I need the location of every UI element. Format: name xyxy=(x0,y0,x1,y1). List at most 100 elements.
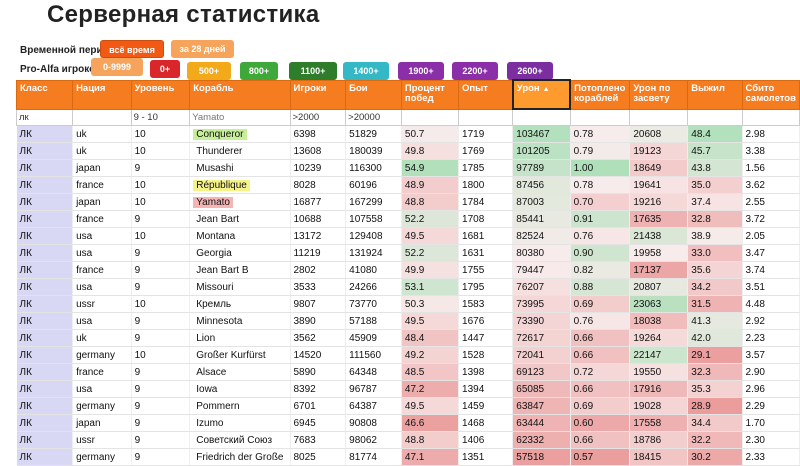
filter-input[interactable] xyxy=(569,108,631,126)
table-cell: 2.05 xyxy=(742,227,800,245)
table-cell: 8392 xyxy=(290,380,347,398)
table-row[interactable]: ЛК germany 9 Friedrich der Große 8025 81774 47… xyxy=(16,448,800,466)
column-header[interactable]: Выжил xyxy=(687,79,743,110)
table-cell: 35.6 xyxy=(687,261,743,279)
table-row[interactable]: ЛК ussr 9 Советский Союз 7683 98062 48.8 1406 62… xyxy=(16,431,800,449)
alfa-filter-button[interactable]: 800+ xyxy=(240,62,278,80)
table-cell: 38.9 xyxy=(687,227,743,245)
column-header[interactable]: Уровень xyxy=(130,79,191,110)
stats-table: Класс Нация Уровень Корабль Игроки Бои Процент… xyxy=(15,79,800,466)
table-row[interactable]: ЛК france 9 Jean Bart 10688 107558 52.2 1708 854… xyxy=(16,210,800,228)
filter-input[interactable]: Yamato xyxy=(189,108,291,126)
table-row[interactable]: ЛК usa 9 Iowa 8392 96787 47.2 1394 65085 0.66 1791… xyxy=(16,380,800,398)
table-row[interactable]: ЛК usa 9 Minnesota 3890 57188 49.5 1676 73390 0.7… xyxy=(16,312,800,330)
period-all-time-button[interactable]: всё время xyxy=(100,40,164,58)
filter-input[interactable]: >20000 xyxy=(345,108,402,126)
table-cell: 9 xyxy=(131,278,191,296)
alfa-filter-button[interactable]: 1900+ xyxy=(398,62,444,80)
table-cell: 0.76 xyxy=(570,312,631,330)
table-cell: Minnesota xyxy=(189,312,291,330)
filter-input[interactable] xyxy=(512,108,571,126)
column-header[interactable]: Потоплено кораблей xyxy=(569,79,631,110)
table-cell: 90808 xyxy=(345,414,402,432)
table-cell: ЛК xyxy=(16,244,74,262)
table-row[interactable]: ЛК germany 10 Großer Kurfürst 14520 111560 49.… xyxy=(16,346,800,364)
table-row[interactable]: ЛК japan 9 Musashi 10239 116300 54.9 1785 97789 1… xyxy=(16,159,800,177)
table-cell: Conqueror xyxy=(189,125,291,143)
table-cell: 5890 xyxy=(290,363,347,381)
table-cell: 19123 xyxy=(629,142,689,160)
table-cell: 41080 xyxy=(345,261,402,279)
period-28-days-button[interactable]: за 28 дней xyxy=(171,40,234,58)
table-row[interactable]: ЛК usa 10 Montana 13172 129408 49.5 1681 82524 0.… xyxy=(16,227,800,245)
table-cell: Musashi xyxy=(189,159,291,177)
table-cell: 2.90 xyxy=(742,363,800,381)
table-cell: 37.4 xyxy=(687,193,743,211)
table-cell: 1351 xyxy=(458,448,514,466)
column-header[interactable]: Урон по засвету xyxy=(629,79,689,110)
filter-input[interactable]: лк xyxy=(15,108,74,126)
alfa-filter-button[interactable]: 2600+ xyxy=(507,62,553,80)
table-cell: ЛК xyxy=(16,227,74,245)
table-cell: 69123 xyxy=(512,363,571,381)
column-header[interactable]: Бои xyxy=(345,79,402,110)
table-cell: 0.66 xyxy=(570,380,631,398)
page-title: Серверная статистика xyxy=(47,1,320,28)
table-row[interactable]: ЛК france 9 Jean Bart B 2802 41080 49.9 1755 794… xyxy=(16,261,800,279)
column-header[interactable]: Сбито самолетов xyxy=(741,79,800,110)
table-row[interactable]: ЛК uk 10 Conqueror 6398 51829 50.7 1719 103467 0.… xyxy=(16,125,800,143)
table-cell: ЛК xyxy=(16,431,74,449)
table-cell: ЛК xyxy=(16,125,74,143)
table-row[interactable]: ЛК uk 9 Lion 3562 45909 48.4 1447 72617 0.66 19264… xyxy=(16,329,800,347)
table-cell: 1795 xyxy=(458,278,514,296)
table-row[interactable]: ЛК uk 10 Thunderer 13608 180039 49.8 1769 101205… xyxy=(16,142,800,160)
column-header[interactable]: Корабль xyxy=(189,79,291,110)
alfa-filter-button[interactable]: 2200+ xyxy=(452,62,498,80)
table-cell: 1406 xyxy=(458,431,514,449)
filter-input[interactable] xyxy=(400,108,460,126)
alfa-filter-button[interactable]: 500+ xyxy=(187,62,231,80)
column-header[interactable]: Урон ▲ xyxy=(511,79,572,110)
table-row[interactable]: ЛК ussr 10 Кремль 9807 73770 50.3 1583 73995 0.69… xyxy=(16,295,800,313)
table-row[interactable]: ЛК france 10 République 8028 60196 48.9 1800 874… xyxy=(16,176,800,194)
filter-input[interactable]: 9 - 10 xyxy=(130,108,191,126)
alfa-filter-button[interactable]: 0+ xyxy=(150,60,180,78)
filter-input[interactable] xyxy=(741,108,800,126)
alfa-filter-button[interactable]: 0-9999 xyxy=(91,58,143,76)
table-cell: ЛК xyxy=(16,210,74,228)
table-cell: 14520 xyxy=(290,346,347,364)
alfa-filter-button[interactable]: 1100+ xyxy=(289,62,337,80)
filter-input[interactable] xyxy=(72,108,132,126)
filter-input[interactable] xyxy=(458,108,514,126)
table-cell: 3.74 xyxy=(742,261,800,279)
period-label: Временной период: xyxy=(20,45,119,56)
column-header[interactable]: Процент побед xyxy=(400,79,460,110)
table-cell: 65085 xyxy=(512,380,571,398)
table-row[interactable]: ЛК japan 10 Yamato 16877 167299 48.8 1784 87003 0… xyxy=(16,193,800,211)
table-row[interactable]: ЛК japan 9 Izumo 6945 90808 46.6 1468 63444 0.60 1… xyxy=(16,414,800,432)
table-cell: 73770 xyxy=(345,295,402,313)
table-row[interactable]: ЛК germany 9 Pommern 6701 64387 49.5 1459 63847 0… xyxy=(16,397,800,415)
table-cell: 2.33 xyxy=(742,448,800,466)
table-cell: 1719 xyxy=(458,125,514,143)
table-cell: ЛК xyxy=(16,397,74,415)
table-cell: 3890 xyxy=(290,312,347,330)
table-row[interactable]: ЛК usa 9 Missouri 3533 24266 53.1 1795 76207 0.88… xyxy=(16,278,800,296)
alfa-filter-button[interactable]: 1400+ xyxy=(343,62,389,80)
table-row[interactable]: ЛК usa 9 Georgia 11219 131924 52.2 1631 80380 0.9… xyxy=(16,244,800,262)
column-header[interactable]: Игроки xyxy=(289,79,347,110)
table-cell: 18786 xyxy=(629,431,689,449)
table-cell: 64387 xyxy=(345,397,402,415)
table-cell: uk xyxy=(72,329,132,347)
table-row[interactable]: ЛК france 9 Alsace 5890 64348 48.5 1398 69123 0.7… xyxy=(16,363,800,381)
column-header[interactable]: Опыт xyxy=(458,79,514,110)
table-cell: 34.4 xyxy=(687,414,743,432)
table-cell: 0.66 xyxy=(570,329,631,347)
column-header[interactable]: Нация xyxy=(72,79,132,110)
filter-input[interactable] xyxy=(629,108,689,126)
table-cell: 10688 xyxy=(290,210,347,228)
filter-input[interactable] xyxy=(687,108,743,126)
table-cell: 30.2 xyxy=(687,448,743,466)
column-header[interactable]: Класс xyxy=(15,79,74,110)
filter-input[interactable]: >2000 xyxy=(289,108,347,126)
